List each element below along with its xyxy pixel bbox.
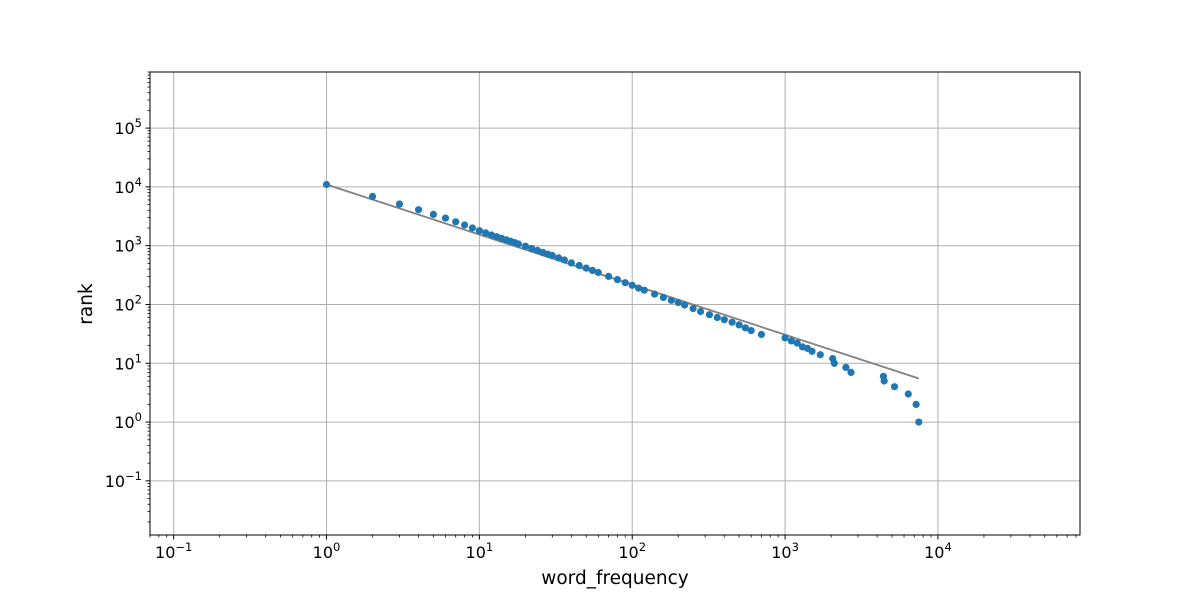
data-point <box>880 377 888 385</box>
data-point <box>667 296 675 304</box>
x-tick-label: 10−1 <box>155 540 192 562</box>
data-point <box>640 286 648 294</box>
data-point <box>659 293 668 301</box>
data-point <box>475 227 483 235</box>
x-tick-label: 104 <box>924 540 952 562</box>
y-tick-labels: 10−1 100 101 102 103 104 105 <box>105 116 142 491</box>
data-point <box>555 254 563 262</box>
data-point <box>461 221 469 229</box>
x-tick-labels: 10−1 100 101 102 103 104 <box>155 540 952 562</box>
data-point <box>635 284 643 292</box>
data-series <box>322 180 923 426</box>
y-tick-label: 101 <box>114 351 142 373</box>
data-point <box>521 242 530 250</box>
data-point <box>674 298 682 307</box>
data-point <box>548 251 556 260</box>
data-point <box>482 229 490 237</box>
plot-frame <box>149 71 1081 536</box>
data-point <box>588 266 597 274</box>
x-axis-label: word_frequency <box>541 568 689 589</box>
data-point <box>787 337 796 345</box>
data-point <box>830 359 838 367</box>
x-tick-label: 101 <box>466 540 494 562</box>
data-point <box>628 281 636 289</box>
y-axis-label: rank <box>76 283 97 325</box>
data-point <box>322 180 331 189</box>
x-tick-label: 100 <box>313 540 341 562</box>
data-point <box>747 327 755 335</box>
data-point <box>915 418 923 426</box>
x-tick-label: 102 <box>618 540 646 562</box>
data-point <box>605 272 613 280</box>
data-point <box>847 368 855 376</box>
data-point <box>560 256 569 264</box>
y-tick-label: 102 <box>114 292 142 314</box>
data-point <box>681 301 689 309</box>
data-point <box>582 264 590 272</box>
data-point <box>705 311 714 319</box>
major-ticks <box>145 127 939 540</box>
y-tick-label: 104 <box>114 175 142 197</box>
y-tick-label: 100 <box>114 410 142 432</box>
data-point <box>720 316 728 324</box>
data-point <box>781 334 789 342</box>
data-point <box>890 383 899 391</box>
data-point <box>735 321 743 329</box>
data-point <box>468 224 476 232</box>
y-tick-label: 10−1 <box>105 469 142 491</box>
data-point <box>757 330 766 338</box>
data-point <box>741 324 750 332</box>
data-point <box>651 290 659 298</box>
data-point <box>514 240 523 248</box>
data-point <box>441 214 450 222</box>
data-point <box>395 200 404 208</box>
data-point <box>567 259 576 267</box>
data-point <box>415 206 423 214</box>
x-tick-label: 103 <box>771 540 799 562</box>
data-point <box>912 400 920 408</box>
data-point <box>697 307 705 316</box>
data-point <box>808 347 816 355</box>
data-point <box>528 244 536 252</box>
data-point <box>816 351 824 359</box>
data-point <box>452 218 460 226</box>
data-point <box>613 276 622 284</box>
data-point <box>621 279 629 287</box>
data-point <box>594 268 602 277</box>
y-tick-label: 103 <box>114 234 142 256</box>
y-tick-label: 105 <box>114 116 142 138</box>
plot-area <box>150 72 1080 535</box>
data-point <box>793 339 801 347</box>
data-point <box>368 192 377 200</box>
data-point <box>429 210 437 218</box>
grid <box>150 72 1080 535</box>
data-point <box>575 261 583 270</box>
data-point <box>842 363 850 371</box>
data-point <box>713 313 721 322</box>
data-point <box>728 318 736 326</box>
data-point <box>689 305 697 313</box>
data-point <box>904 390 912 398</box>
